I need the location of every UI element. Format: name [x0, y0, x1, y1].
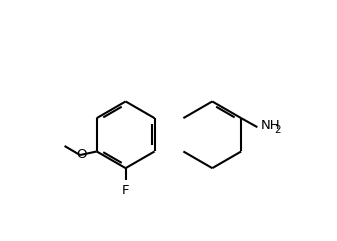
- Text: F: F: [122, 184, 129, 197]
- Text: O: O: [77, 148, 87, 161]
- Text: 2: 2: [275, 125, 281, 135]
- Text: NH: NH: [261, 120, 280, 133]
